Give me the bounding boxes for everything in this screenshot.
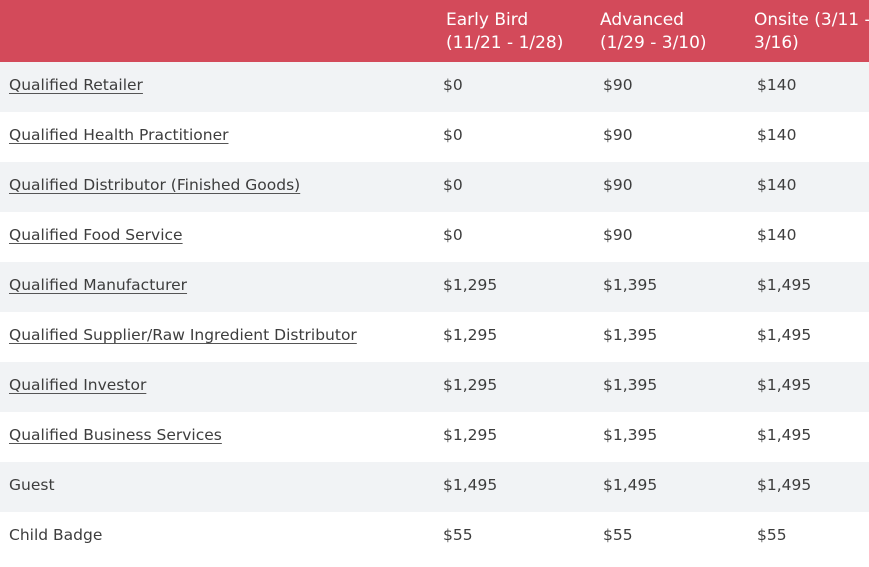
onsite-price: $1,495 (757, 326, 812, 344)
registration-type-cell: Qualified Supplier/Raw Ingredient Distri… (0, 312, 437, 362)
header-advanced-dates: (1/29 - 3/10) (600, 33, 707, 53)
early-bird-price: $1,295 (443, 276, 498, 294)
registration-type-cell: Qualified Distributor (Finished Goods) (0, 162, 437, 212)
onsite-price: $1,495 (757, 276, 812, 294)
registration-type-cell: Qualified Retailer (0, 62, 437, 112)
registration-type-cell: Qualified Health Practitioner (0, 112, 437, 162)
advanced-price: $90 (603, 126, 633, 144)
onsite-price: $1,495 (757, 376, 812, 394)
table-row: Guest $1,495 $1,495 $1,495 (0, 462, 869, 512)
registration-type-link[interactable]: Qualified Manufacturer (9, 276, 188, 294)
early-bird-price: $1,295 (443, 326, 498, 344)
header-early-bird: Early Bird (11/21 - 1/28) (437, 0, 591, 62)
registration-type-link[interactable]: Qualified Investor (9, 376, 147, 394)
early-bird-price: $55 (443, 526, 473, 544)
advanced-price: $1,395 (603, 326, 658, 344)
registration-type-link[interactable]: Qualified Supplier/Raw Ingredient Distri… (9, 326, 357, 344)
early-bird-price: $0 (443, 126, 463, 144)
onsite-price: $140 (757, 126, 797, 144)
early-bird-price: $1,295 (443, 376, 498, 394)
header-early-bird-title: Early Bird (446, 10, 529, 30)
advanced-price: $1,495 (603, 476, 658, 494)
early-bird-price: $0 (443, 176, 463, 194)
header-advanced-title: Advanced (600, 10, 684, 30)
onsite-price: $140 (757, 226, 797, 244)
early-bird-price: $0 (443, 76, 463, 94)
advanced-price: $90 (603, 176, 633, 194)
table-row: Qualified Investor $1,295 $1,395 $1,495 (0, 362, 869, 412)
pricing-table-body: Qualified Retailer $0 $90 $140 Qualified… (0, 62, 869, 562)
onsite-price: $1,495 (757, 426, 812, 444)
header-onsite-title: Onsite (3/11 - (754, 10, 869, 30)
early-bird-price: $1,495 (443, 476, 498, 494)
advanced-price: $55 (603, 526, 633, 544)
advanced-price: $1,395 (603, 426, 658, 444)
header-registration-type (0, 0, 437, 62)
registration-type-label: Child Badge (9, 526, 103, 544)
table-row: Qualified Retailer $0 $90 $140 (0, 62, 869, 112)
table-row: Qualified Food Service $0 $90 $140 (0, 212, 869, 262)
header-onsite-dates: 3/16) (754, 33, 799, 53)
onsite-price: $140 (757, 176, 797, 194)
registration-type-link[interactable]: Qualified Food Service (9, 226, 183, 244)
onsite-price: $140 (757, 76, 797, 94)
table-row: Qualified Supplier/Raw Ingredient Distri… (0, 312, 869, 362)
registration-type-cell: Qualified Business Services (0, 412, 437, 462)
registration-type-link[interactable]: Qualified Distributor (Finished Goods) (9, 176, 301, 194)
registration-type-link[interactable]: Qualified Business Services (9, 426, 222, 444)
onsite-price: $1,495 (757, 476, 812, 494)
header-early-bird-dates: (11/21 - 1/28) (446, 33, 564, 53)
table-row: Child Badge $55 $55 $55 (0, 512, 869, 562)
early-bird-price: $1,295 (443, 426, 498, 444)
onsite-price: $55 (757, 526, 787, 544)
table-row: Qualified Manufacturer $1,295 $1,395 $1,… (0, 262, 869, 312)
advanced-price: $1,395 (603, 276, 658, 294)
advanced-price: $90 (603, 226, 633, 244)
registration-type-cell: Qualified Food Service (0, 212, 437, 262)
advanced-price: $1,395 (603, 376, 658, 394)
registration-type-link[interactable]: Qualified Retailer (9, 76, 143, 94)
registration-type-label: Guest (9, 476, 55, 494)
table-row: Qualified Business Services $1,295 $1,39… (0, 412, 869, 462)
advanced-price: $90 (603, 76, 633, 94)
registration-type-cell: Qualified Manufacturer (0, 262, 437, 312)
header-advanced: Advanced (1/29 - 3/10) (591, 0, 745, 62)
header-row: Early Bird (11/21 - 1/28) Advanced (1/29… (0, 0, 869, 62)
table-row: Qualified Health Practitioner $0 $90 $14… (0, 112, 869, 162)
registration-type-cell: Qualified Investor (0, 362, 437, 412)
header-onsite: Onsite (3/11 - 3/16) (745, 0, 869, 62)
early-bird-price: $0 (443, 226, 463, 244)
table-row: Qualified Distributor (Finished Goods) $… (0, 162, 869, 212)
pricing-table-header: Early Bird (11/21 - 1/28) Advanced (1/29… (0, 0, 869, 62)
registration-type-link[interactable]: Qualified Health Practitioner (9, 126, 229, 144)
